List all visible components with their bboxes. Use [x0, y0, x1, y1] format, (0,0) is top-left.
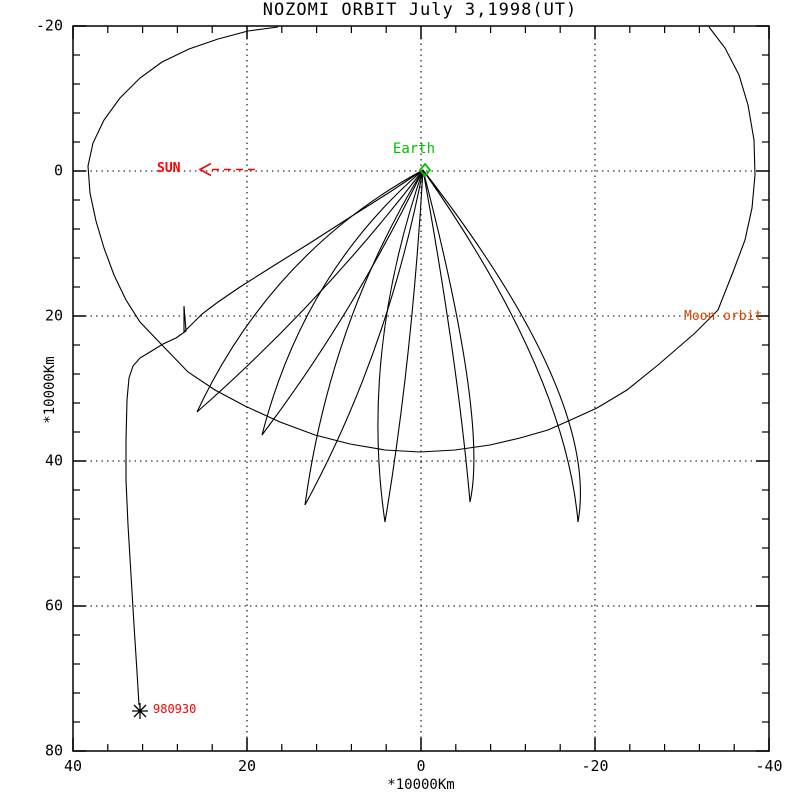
petal-orbit-5 [261, 169, 424, 436]
moon-orbit-path [87, 26, 756, 453]
dotted-gridlines [74, 27, 768, 750]
y-axis-title: *10000Km [42, 356, 58, 424]
petal-orbit-2 [422, 169, 475, 503]
y-tick-label: -20 [35, 16, 63, 35]
x-tick-label: 20 [237, 757, 257, 775]
sun-arrow-head-icon [198, 162, 212, 177]
y-tick-label: 60 [44, 596, 63, 615]
petal-orbit-4 [304, 169, 424, 506]
x-tick-label: -20 [581, 757, 609, 775]
end-asterisk-marker [132, 703, 148, 719]
petal-orbit-1 [422, 169, 581, 523]
y-tick-label: 80 [44, 741, 63, 760]
x-tick-label: 40 [63, 757, 83, 775]
chart-title: NOZOMI ORBIT July 3,1998(UT) [262, 0, 578, 20]
axis-ticks [72, 25, 770, 752]
x-tick-label: 0 [416, 757, 426, 775]
moon-orbit-label: Moon orbit [684, 309, 763, 324]
x-axis-title: *10000Km [387, 777, 455, 793]
escape-trajectory-path [125, 169, 424, 706]
petal-orbit-6 [196, 169, 424, 413]
earth-label: Earth [392, 141, 436, 157]
plot-frame [72, 25, 770, 752]
earth-marker [418, 162, 432, 178]
end-date-label: 980930 [153, 702, 197, 716]
sun-label: SUN [157, 161, 181, 176]
y-tick-label: 0 [53, 161, 63, 180]
y-tick-label: 20 [44, 306, 63, 325]
petal-orbit-3 [377, 169, 424, 523]
y-tick-label: 40 [44, 451, 63, 470]
x-tick-label: -40 [755, 757, 783, 775]
